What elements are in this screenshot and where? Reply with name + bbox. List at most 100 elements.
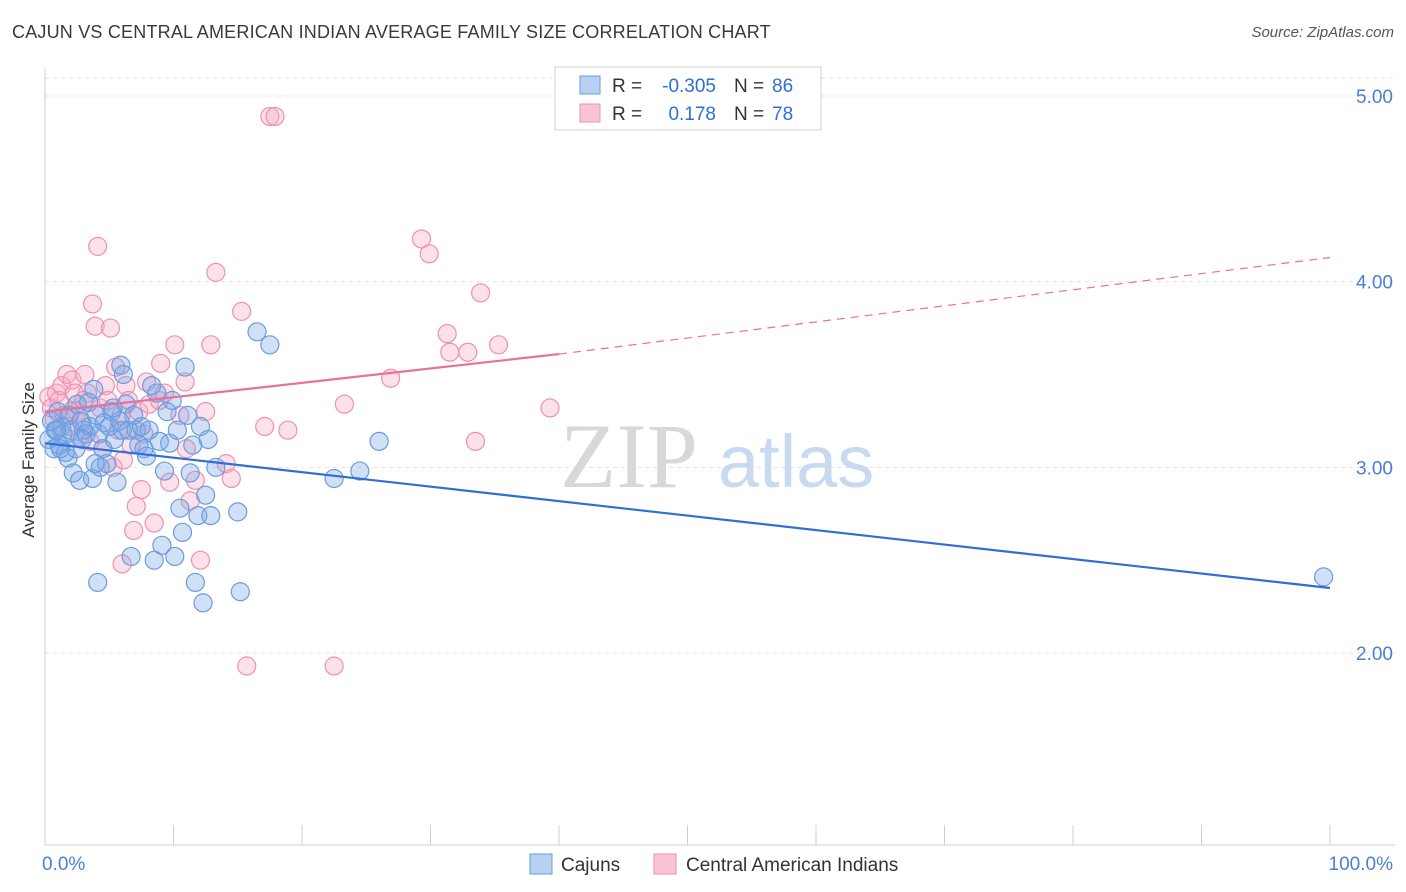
cajun-point-63 — [185, 572, 205, 593]
grid-lines — [45, 77, 1395, 654]
cajun-point-47 — [144, 550, 164, 570]
cajun-point-67 — [196, 485, 216, 505]
cajun-point-39 — [124, 405, 144, 425]
chart-title: CAJUN VS CENTRAL AMERICAN INDIAN AVERAGE… — [12, 22, 771, 42]
cajun-point-78 — [88, 572, 108, 593]
legend-r-label-2: R = — [612, 104, 642, 125]
cajun-point-80 — [112, 420, 132, 440]
central-point-54 — [232, 301, 252, 321]
central-trend-line-extension — [558, 256, 1331, 355]
legend-n-label-1: N = — [734, 76, 764, 97]
central-point-44 — [165, 335, 185, 355]
central-point-49 — [190, 550, 211, 570]
cajun-point-57 — [170, 498, 190, 518]
correlation-legend: R = -0.305 N = 86 R = 0.178 N = 78 — [554, 66, 822, 131]
central-point-50 — [201, 335, 221, 355]
central-point-17 — [82, 294, 103, 314]
cajun-point-76 — [350, 461, 370, 481]
cajun-point-71 — [228, 502, 248, 522]
cajun-point-22 — [84, 379, 104, 399]
central-point-64 — [419, 244, 439, 264]
central-point-71 — [540, 398, 560, 418]
cajuns-legend-swatch — [579, 75, 601, 95]
central-point-36 — [131, 480, 151, 500]
cajun-point-83 — [46, 420, 67, 440]
cajun-point-38 — [121, 546, 141, 567]
legend-r-value-1: -0.305 — [662, 76, 716, 97]
cajun-point-61 — [180, 463, 200, 483]
legend-n-value-1: 86 — [772, 76, 793, 97]
source-label: Source: ZipAtlas.com — [1251, 24, 1394, 41]
central-point-61 — [334, 394, 355, 414]
cajun-point-74 — [260, 335, 280, 355]
y-tick-labels: 2.00 3.00 4.00 5.00 — [1356, 87, 1393, 665]
legend-r-label-1: R = — [612, 76, 642, 97]
central-point-53 — [221, 468, 241, 489]
legend-n-value-2: 78 — [772, 104, 793, 125]
legend-r-value-2: 0.178 — [668, 104, 716, 125]
central-point-63 — [411, 229, 432, 249]
legend-label-central: Central American Indians — [686, 855, 898, 876]
central-point-56 — [255, 416, 275, 437]
cajun-point-66 — [193, 593, 213, 613]
cajun-point-68 — [198, 429, 218, 450]
axes — [44, 68, 1395, 846]
central-point-33 — [124, 520, 144, 541]
x-tick-label-0: 0.0% — [42, 854, 85, 875]
cajun-point-73 — [247, 322, 267, 342]
cajun-point-55 — [165, 546, 185, 567]
cajun-point-82 — [50, 439, 71, 459]
cajun-point-21 — [82, 468, 103, 489]
central-point-18 — [85, 316, 105, 336]
watermark-atlas: atlas — [718, 420, 874, 503]
trend-lines — [44, 256, 1331, 590]
y-tick-label-2: 4.00 — [1356, 273, 1393, 294]
cajun-point-84 — [1313, 567, 1334, 587]
legend-swatch-cajuns — [529, 853, 553, 875]
central-point-43 — [160, 472, 180, 492]
cajun-point-52 — [157, 402, 177, 422]
cajun-point-60 — [178, 405, 198, 425]
central-point-67 — [458, 342, 478, 362]
cajun-point-69 — [201, 506, 221, 526]
cajun-point-50 — [152, 535, 172, 555]
cajun-point-27 — [94, 413, 114, 433]
cajun-point-32 — [107, 472, 127, 492]
y-tick-label-3: 5.00 — [1356, 87, 1393, 108]
cajun-point-35 — [113, 364, 133, 385]
central-point-51 — [206, 262, 226, 282]
central-point-57 — [260, 106, 280, 127]
legend-n-label-2: N = — [734, 104, 764, 125]
central-point-58 — [265, 106, 285, 127]
y-tick-label-1: 3.00 — [1356, 458, 1393, 479]
cajun-point-85 — [103, 398, 123, 418]
central-point-34 — [126, 496, 146, 516]
legend-swatch-central — [653, 853, 677, 875]
central-point-19 — [88, 236, 108, 256]
cajun-point-56 — [167, 420, 187, 440]
central-point-24 — [100, 318, 121, 338]
central-point-40 — [144, 513, 164, 533]
central-point-14 — [75, 364, 95, 385]
central-point-75 — [196, 402, 216, 422]
cajun-point-10 — [59, 405, 80, 425]
series-legend: Cajuns Central American Indians — [529, 853, 898, 876]
central-trend-line — [44, 352, 560, 413]
central-point-22 — [95, 376, 115, 396]
central-point-70 — [489, 335, 509, 355]
cajun-point-77 — [369, 431, 389, 451]
central-point-45 — [170, 405, 190, 425]
cajun-point-12 — [63, 463, 83, 483]
y-tick-label-0: 2.00 — [1356, 644, 1393, 665]
central-point-60 — [324, 656, 344, 676]
central-point-66 — [440, 342, 460, 362]
cajun-point-75 — [324, 468, 344, 489]
watermark: ZIP atlas — [560, 405, 874, 507]
central-point-69 — [465, 431, 486, 451]
watermark-zip: ZIP — [560, 405, 698, 507]
central-point-65 — [437, 324, 457, 344]
central-point-59 — [278, 420, 298, 440]
x-tick-label-1: 100.0% — [1329, 854, 1394, 875]
cajun-point-79 — [85, 454, 105, 474]
cajun-point-37 — [118, 420, 139, 440]
